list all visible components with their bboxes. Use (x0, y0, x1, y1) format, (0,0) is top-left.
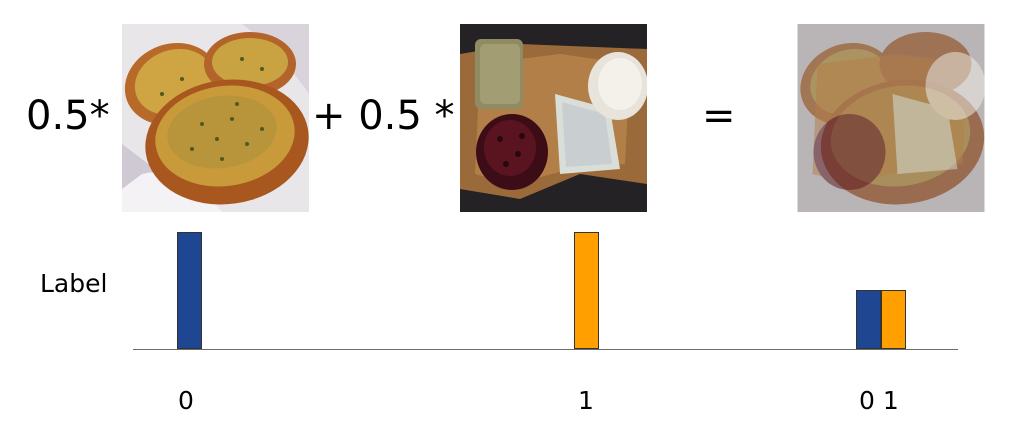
label-bar-mix-0 (856, 290, 881, 349)
axis-label: Label (40, 269, 108, 298)
tick-label-b: 1 (578, 386, 594, 415)
equals-sign: = (702, 93, 736, 139)
tick-label-a: 0 (178, 386, 194, 415)
coefficient-a: 0.5* (26, 93, 110, 139)
tick-label-mix: 0 1 (859, 386, 899, 415)
garlic-bread-image (122, 24, 309, 212)
label-bar-mix-1 (881, 290, 906, 349)
label-baseline (133, 349, 958, 350)
label-bar-b-0 (574, 232, 599, 349)
coefficient-b: + 0.5 * (312, 93, 455, 139)
label-bar-a-0 (177, 232, 202, 349)
mixed-image (797, 24, 985, 212)
cheese-board-image (460, 24, 647, 212)
